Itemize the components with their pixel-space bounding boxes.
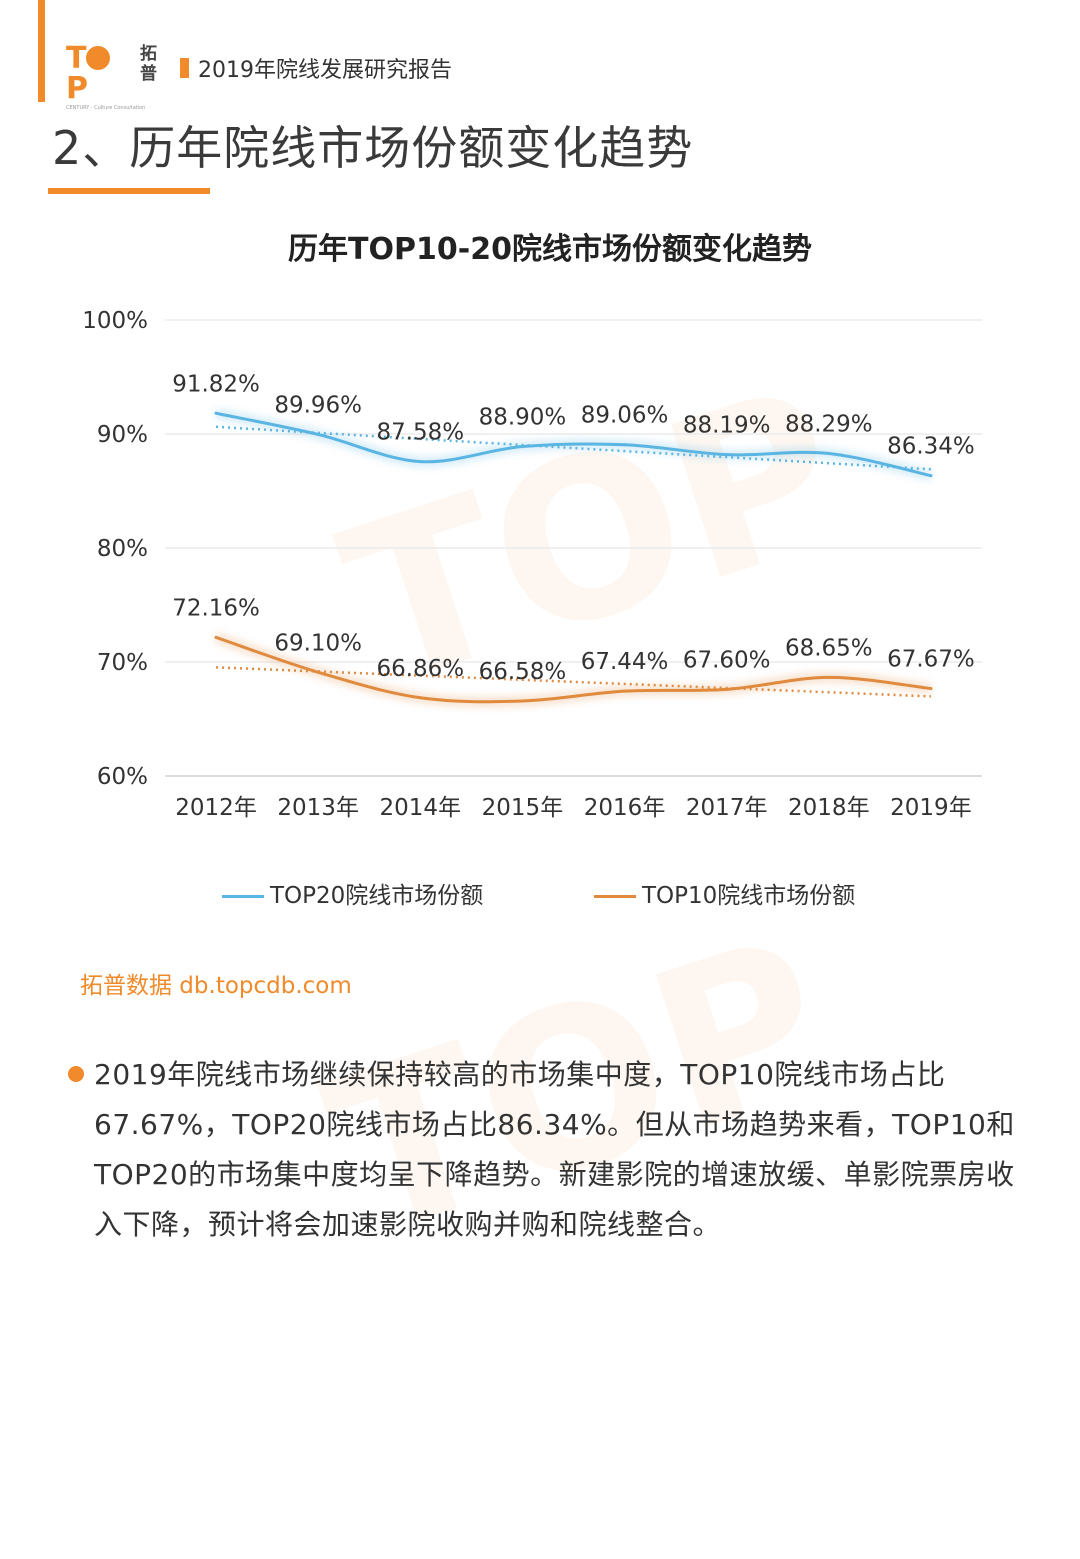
logo-chinese-name: 拓普 — [140, 44, 157, 84]
data-point-top20 — [623, 443, 627, 447]
chart-title: 历年TOP10-20院线市场份额变化趋势 — [288, 232, 812, 267]
x-tick-label: 2019年 — [890, 795, 972, 821]
data-label-top20: 88.29% — [785, 411, 873, 437]
body-paragraph: 2019年院线市场继续保持较高的市场集中度，TOP10院线市场占比67.67%，… — [94, 1058, 1015, 1241]
y-tick-label: 70% — [97, 650, 148, 676]
data-point-top10 — [929, 687, 933, 691]
y-tick-label: 90% — [97, 422, 148, 448]
logo-subtitle: CENTURY · Culture Consultation — [66, 105, 146, 111]
data-label-top10: 67.44% — [581, 649, 669, 675]
legend-item-top20: TOP20院线市场份额 — [222, 876, 483, 910]
data-point-top20 — [827, 451, 831, 455]
data-label-top10: 68.65% — [785, 635, 873, 661]
logo-o-mark — [86, 46, 111, 70]
x-tick-label: 2018年 — [788, 795, 870, 821]
data-source: 拓普数据 db.topcdb.com — [80, 973, 352, 999]
y-tick-label: 100% — [82, 308, 148, 334]
legend-label-top20: TOP20院线市场份额 — [270, 883, 484, 909]
data-point-top20 — [316, 432, 320, 436]
x-tick-label: 2013年 — [277, 795, 359, 821]
data-point-top20 — [929, 474, 933, 478]
data-label-top10: 72.16% — [172, 595, 260, 621]
data-point-top10 — [214, 635, 218, 639]
data-point-top10 — [827, 675, 831, 679]
data-label-top10: 66.86% — [376, 656, 464, 682]
x-tick-label: 2015年 — [482, 795, 564, 821]
section-underline — [48, 188, 210, 194]
section-title: 2、历年院线市场份额变化趋势 — [52, 121, 694, 175]
legend-label-top10: TOP10院线市场份额 — [642, 883, 856, 909]
data-point-top10 — [316, 670, 320, 674]
x-tick-label: 2014年 — [380, 795, 462, 821]
data-label-top20: 86.34% — [887, 434, 975, 460]
data-point-top10 — [725, 687, 729, 691]
legend-item-top10: TOP10院线市场份额 — [594, 876, 855, 910]
data-point-top20 — [520, 445, 524, 449]
x-tick-label: 2017年 — [686, 795, 768, 821]
bullet-icon — [68, 1066, 84, 1082]
data-label-top20: 88.90% — [479, 405, 567, 431]
data-label-top20: 89.96% — [274, 392, 362, 418]
report-title: 2019年院线发展研究报告 — [198, 58, 452, 83]
top-logo: TP CENTURY · Culture Consultation — [66, 41, 146, 112]
data-label-top10: 67.67% — [887, 647, 975, 673]
series-line-top20 — [214, 411, 933, 478]
data-point-top10 — [623, 689, 627, 693]
data-point-top10 — [520, 699, 524, 703]
data-label-top20: 91.82% — [172, 371, 260, 397]
line-chart: 91.82% 89.96% 87.58% 88.90% 89.06% 88.19% 88.2… — [82, 308, 982, 821]
data-label-top20: 87.58% — [376, 420, 464, 446]
y-tick-label: 80% — [97, 536, 148, 562]
header-marker — [180, 58, 189, 78]
data-label-top10: 67.60% — [683, 647, 771, 673]
data-label-top10: 66.58% — [479, 659, 567, 685]
series-line-top10 — [214, 635, 933, 704]
x-tick-label: 2016年 — [584, 795, 666, 821]
data-point-top10 — [418, 696, 422, 700]
x-tick-label: 2012年 — [175, 795, 257, 821]
legend-swatch-top20 — [222, 895, 264, 898]
data-point-top20 — [418, 460, 422, 464]
y-tick-label: 60% — [97, 764, 148, 790]
header-accent-bar — [38, 0, 45, 102]
data-point-top20 — [214, 411, 218, 415]
data-point-top20 — [725, 453, 729, 457]
data-label-top10: 69.10% — [274, 630, 362, 656]
data-label-top20: 88.19% — [683, 413, 771, 439]
legend-swatch-top10 — [594, 895, 636, 898]
data-label-top20: 89.06% — [581, 403, 669, 429]
